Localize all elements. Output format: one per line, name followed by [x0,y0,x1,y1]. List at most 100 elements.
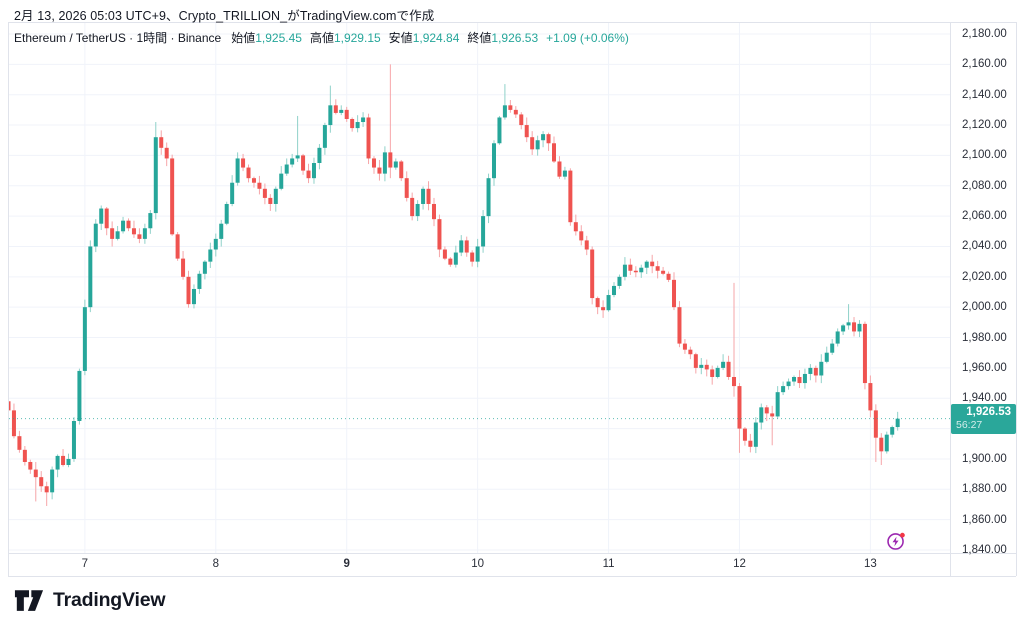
candle-body[interactable] [879,437,884,452]
candle-body[interactable] [181,258,186,277]
candle-body[interactable] [797,376,802,384]
candle-body[interactable] [262,188,267,198]
candle-body[interactable] [202,261,207,274]
candle-body[interactable] [873,410,878,438]
candle-body[interactable] [508,105,513,110]
candle-body[interactable] [295,155,300,159]
candle-body[interactable] [486,178,491,217]
candle-body[interactable] [453,252,458,265]
candle-body[interactable] [737,386,742,429]
candle-body[interactable] [22,449,27,462]
candle-body[interactable] [557,161,562,177]
candle-body[interactable] [579,231,584,241]
candle-body[interactable] [11,410,16,437]
candle-body[interactable] [301,155,306,171]
candle-body[interactable] [759,407,764,423]
candle-body[interactable] [715,367,720,377]
candle-body[interactable] [115,231,120,239]
candle-body[interactable] [819,361,824,376]
candle-body[interactable] [137,234,142,239]
time-axis[interactable]: 7 8 9 10 11 12 13 [8,554,950,576]
candle-body[interactable] [824,352,829,362]
candle-body[interactable] [633,270,638,273]
candle-body[interactable] [841,325,846,332]
candle-body[interactable] [704,364,709,370]
candle-body[interactable] [802,373,807,384]
candle-body[interactable] [431,203,436,220]
candle-body[interactable] [481,216,486,247]
candle-body[interactable] [884,434,889,452]
candle-body[interactable] [371,158,376,168]
candle-body[interactable] [497,117,502,144]
candle-body[interactable] [170,158,175,235]
candle-body[interactable] [355,122,360,129]
candle-body[interactable] [742,428,747,441]
candle-body[interactable] [748,440,753,447]
flash-events-icon[interactable] [885,530,907,552]
candle-body[interactable] [584,240,589,250]
candle-body[interactable] [562,170,567,177]
candle-body[interactable] [895,418,900,428]
candle-body[interactable] [890,427,895,435]
candle-body[interactable] [339,109,344,113]
candle-body[interactable] [459,240,464,253]
candle-body[interactable] [142,228,147,239]
candle-body[interactable] [639,267,644,273]
candle-body[interactable] [104,208,109,229]
candle-body[interactable] [470,252,475,262]
candle-body[interactable] [224,203,229,224]
candle-body[interactable] [677,307,682,344]
candle-body[interactable] [524,125,529,138]
candle-body[interactable] [344,109,349,119]
candle-body[interactable] [197,273,202,289]
candle-body[interactable] [437,219,442,250]
candle-body[interactable] [7,401,11,411]
candle-body[interactable] [66,458,71,466]
candle-body[interactable] [311,163,316,179]
candle-body[interactable] [257,182,262,189]
candle-body[interactable] [792,376,797,382]
candle-body[interactable] [322,125,327,148]
candle-body[interactable] [44,486,49,493]
candle-body[interactable] [808,367,813,374]
candle-body[interactable] [219,223,224,239]
candle-body[interactable] [513,109,518,115]
symbol-legend[interactable]: Ethereum / TetherUS · 1時間 · Binance 始値1,9… [14,29,629,46]
candle-body[interactable] [28,461,33,470]
candle-body[interactable] [830,343,835,353]
candle-body[interactable] [50,469,55,493]
candle-body[interactable] [606,295,611,311]
candle-body[interactable] [617,276,622,286]
candle-body[interactable] [93,223,98,247]
candle-body[interactable] [666,273,671,280]
candle-body[interactable] [655,266,660,271]
candle-body[interactable] [82,307,87,371]
candle-body[interactable] [110,228,115,239]
candle-body[interactable] [835,331,840,344]
candle-body[interactable] [491,143,496,179]
candle-body[interactable] [77,370,82,421]
candle-body[interactable] [693,354,698,368]
candle-body[interactable] [770,413,775,417]
candle-body[interactable] [464,240,469,253]
candle-body[interactable] [688,349,693,355]
candle-body[interactable] [284,164,289,174]
candle-body[interactable] [230,182,235,204]
candle-body[interactable] [317,147,322,163]
candle-body[interactable] [426,188,431,204]
candle-body[interactable] [628,264,633,271]
tradingview-logo[interactable]: TradingView [14,589,166,612]
candle-body[interactable] [448,258,453,265]
candle-body[interactable] [786,381,791,387]
candle-body[interactable] [279,173,284,189]
candle-body[interactable] [410,197,415,217]
candle-body[interactable] [377,167,382,174]
candle-body[interactable] [153,137,158,214]
candle-body[interactable] [710,369,715,377]
candle-body[interactable] [857,323,862,332]
candle-body[interactable] [246,167,251,179]
candle-body[interactable] [590,249,595,299]
candle-body[interactable] [753,422,758,447]
candle-body[interactable] [530,137,535,150]
candle-body[interactable] [519,114,524,126]
